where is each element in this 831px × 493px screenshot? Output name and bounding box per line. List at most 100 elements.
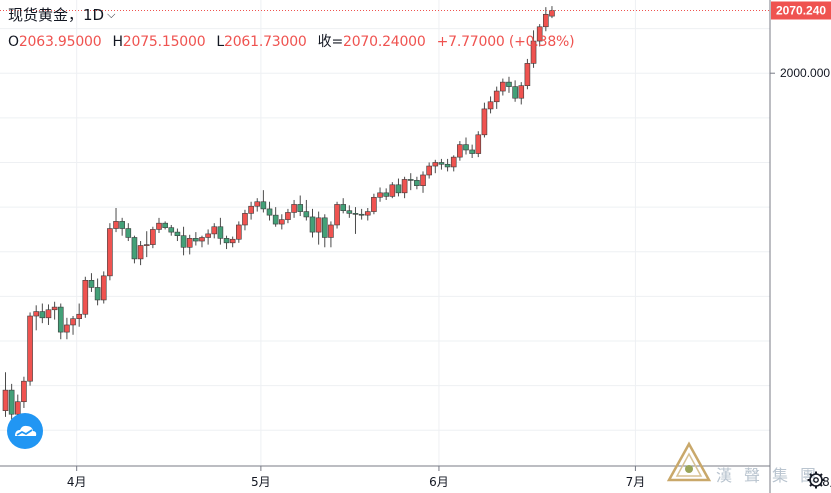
candle xyxy=(156,217,162,233)
candle-body xyxy=(352,213,359,215)
candle xyxy=(174,228,181,242)
current-price-label-text: 2070.240 xyxy=(776,3,826,17)
gear-icon[interactable] xyxy=(806,470,826,490)
watermark-text: 漢聲集團 xyxy=(716,466,829,485)
candle xyxy=(113,208,119,233)
candle-body xyxy=(364,211,371,216)
chevron-down-icon[interactable]: ⌵ xyxy=(107,8,116,21)
candle xyxy=(487,96,494,114)
candle xyxy=(377,187,383,202)
candle-body xyxy=(346,210,353,214)
candle-body xyxy=(383,192,389,197)
candle-body xyxy=(143,244,150,246)
candle xyxy=(444,158,451,172)
candle xyxy=(315,211,322,245)
candle xyxy=(334,201,340,229)
candle xyxy=(352,207,359,234)
candle-body xyxy=(469,149,475,154)
candle xyxy=(33,305,40,331)
price-axis-background xyxy=(770,0,831,493)
candle xyxy=(407,173,414,191)
price-tick-label: 2000.000 xyxy=(780,66,830,80)
candle-body xyxy=(297,204,304,212)
candle-body xyxy=(377,192,383,198)
candle xyxy=(303,199,310,221)
candles xyxy=(2,6,555,426)
current-price-label-background xyxy=(771,1,831,20)
price-axis-ticks[interactable]: 2000.000 xyxy=(770,66,830,80)
candle xyxy=(88,273,95,292)
candle-body xyxy=(475,134,482,154)
tradingview-cloud-icon[interactable] xyxy=(7,413,43,449)
candle xyxy=(64,317,70,340)
candle xyxy=(506,76,512,93)
change-value: +7.77000 (+0.38%) xyxy=(436,34,575,50)
candle-body xyxy=(8,389,15,415)
candle-body xyxy=(113,221,119,229)
candle xyxy=(309,208,316,238)
time-tick-label: 7月 xyxy=(626,475,646,489)
candle-body xyxy=(414,180,420,186)
low-value: 2061.73000 xyxy=(224,34,307,50)
candle xyxy=(39,303,46,324)
time-axis-ticks[interactable]: 4月 5月 6月 7月 8月 xyxy=(67,466,831,489)
time-tick-label: 5月 xyxy=(251,475,271,489)
candle-body xyxy=(309,216,316,233)
candle xyxy=(420,171,426,193)
candle-body xyxy=(57,306,64,333)
current-price-label: 2070.240 xyxy=(771,1,831,20)
candle xyxy=(285,208,291,224)
candle-body xyxy=(444,163,451,168)
candle-body xyxy=(438,162,445,165)
candle-body xyxy=(64,324,70,333)
candle xyxy=(481,102,488,138)
candle xyxy=(297,195,304,217)
candle-body xyxy=(100,275,107,301)
candle xyxy=(266,201,273,221)
candle xyxy=(463,137,469,155)
candle xyxy=(524,58,531,90)
candle xyxy=(8,383,15,420)
candle-body xyxy=(340,204,347,211)
candle-body xyxy=(401,179,408,194)
candle xyxy=(82,276,89,318)
candle-body xyxy=(186,238,193,248)
candle-body xyxy=(407,179,414,181)
candle xyxy=(401,176,408,199)
candle xyxy=(107,223,113,281)
candle-body xyxy=(33,311,40,317)
candle-body xyxy=(21,380,27,403)
candle xyxy=(543,7,549,32)
candle xyxy=(57,303,64,340)
candle xyxy=(131,235,138,264)
candle xyxy=(229,236,236,248)
candle-body xyxy=(125,228,132,238)
close-value: 2070.24000 xyxy=(342,34,426,50)
candle xyxy=(536,24,543,47)
close-label: 收= xyxy=(317,34,344,50)
candle xyxy=(493,86,500,109)
candle xyxy=(457,141,463,161)
candle xyxy=(162,221,168,230)
grid xyxy=(0,0,770,466)
candle xyxy=(469,144,475,159)
candle-body xyxy=(432,162,439,167)
symbol-name: 现货黄金 xyxy=(8,6,69,24)
time-tick-label: 8月 xyxy=(822,475,831,489)
candle xyxy=(328,221,334,248)
candle-body xyxy=(512,86,518,99)
candle xyxy=(193,232,199,246)
candle-body xyxy=(260,201,267,210)
candle-body xyxy=(536,26,543,42)
candle-body xyxy=(321,217,328,238)
candle xyxy=(100,271,107,304)
candle-body xyxy=(272,214,279,225)
candle xyxy=(530,30,537,68)
symbol-title[interactable]: 现货黄金，1D ⌵ xyxy=(8,4,115,25)
candle xyxy=(137,241,144,266)
candle xyxy=(21,376,27,408)
open-value: 2063.95000 xyxy=(18,34,102,50)
candle-body xyxy=(82,280,89,315)
candle-body xyxy=(174,231,181,236)
